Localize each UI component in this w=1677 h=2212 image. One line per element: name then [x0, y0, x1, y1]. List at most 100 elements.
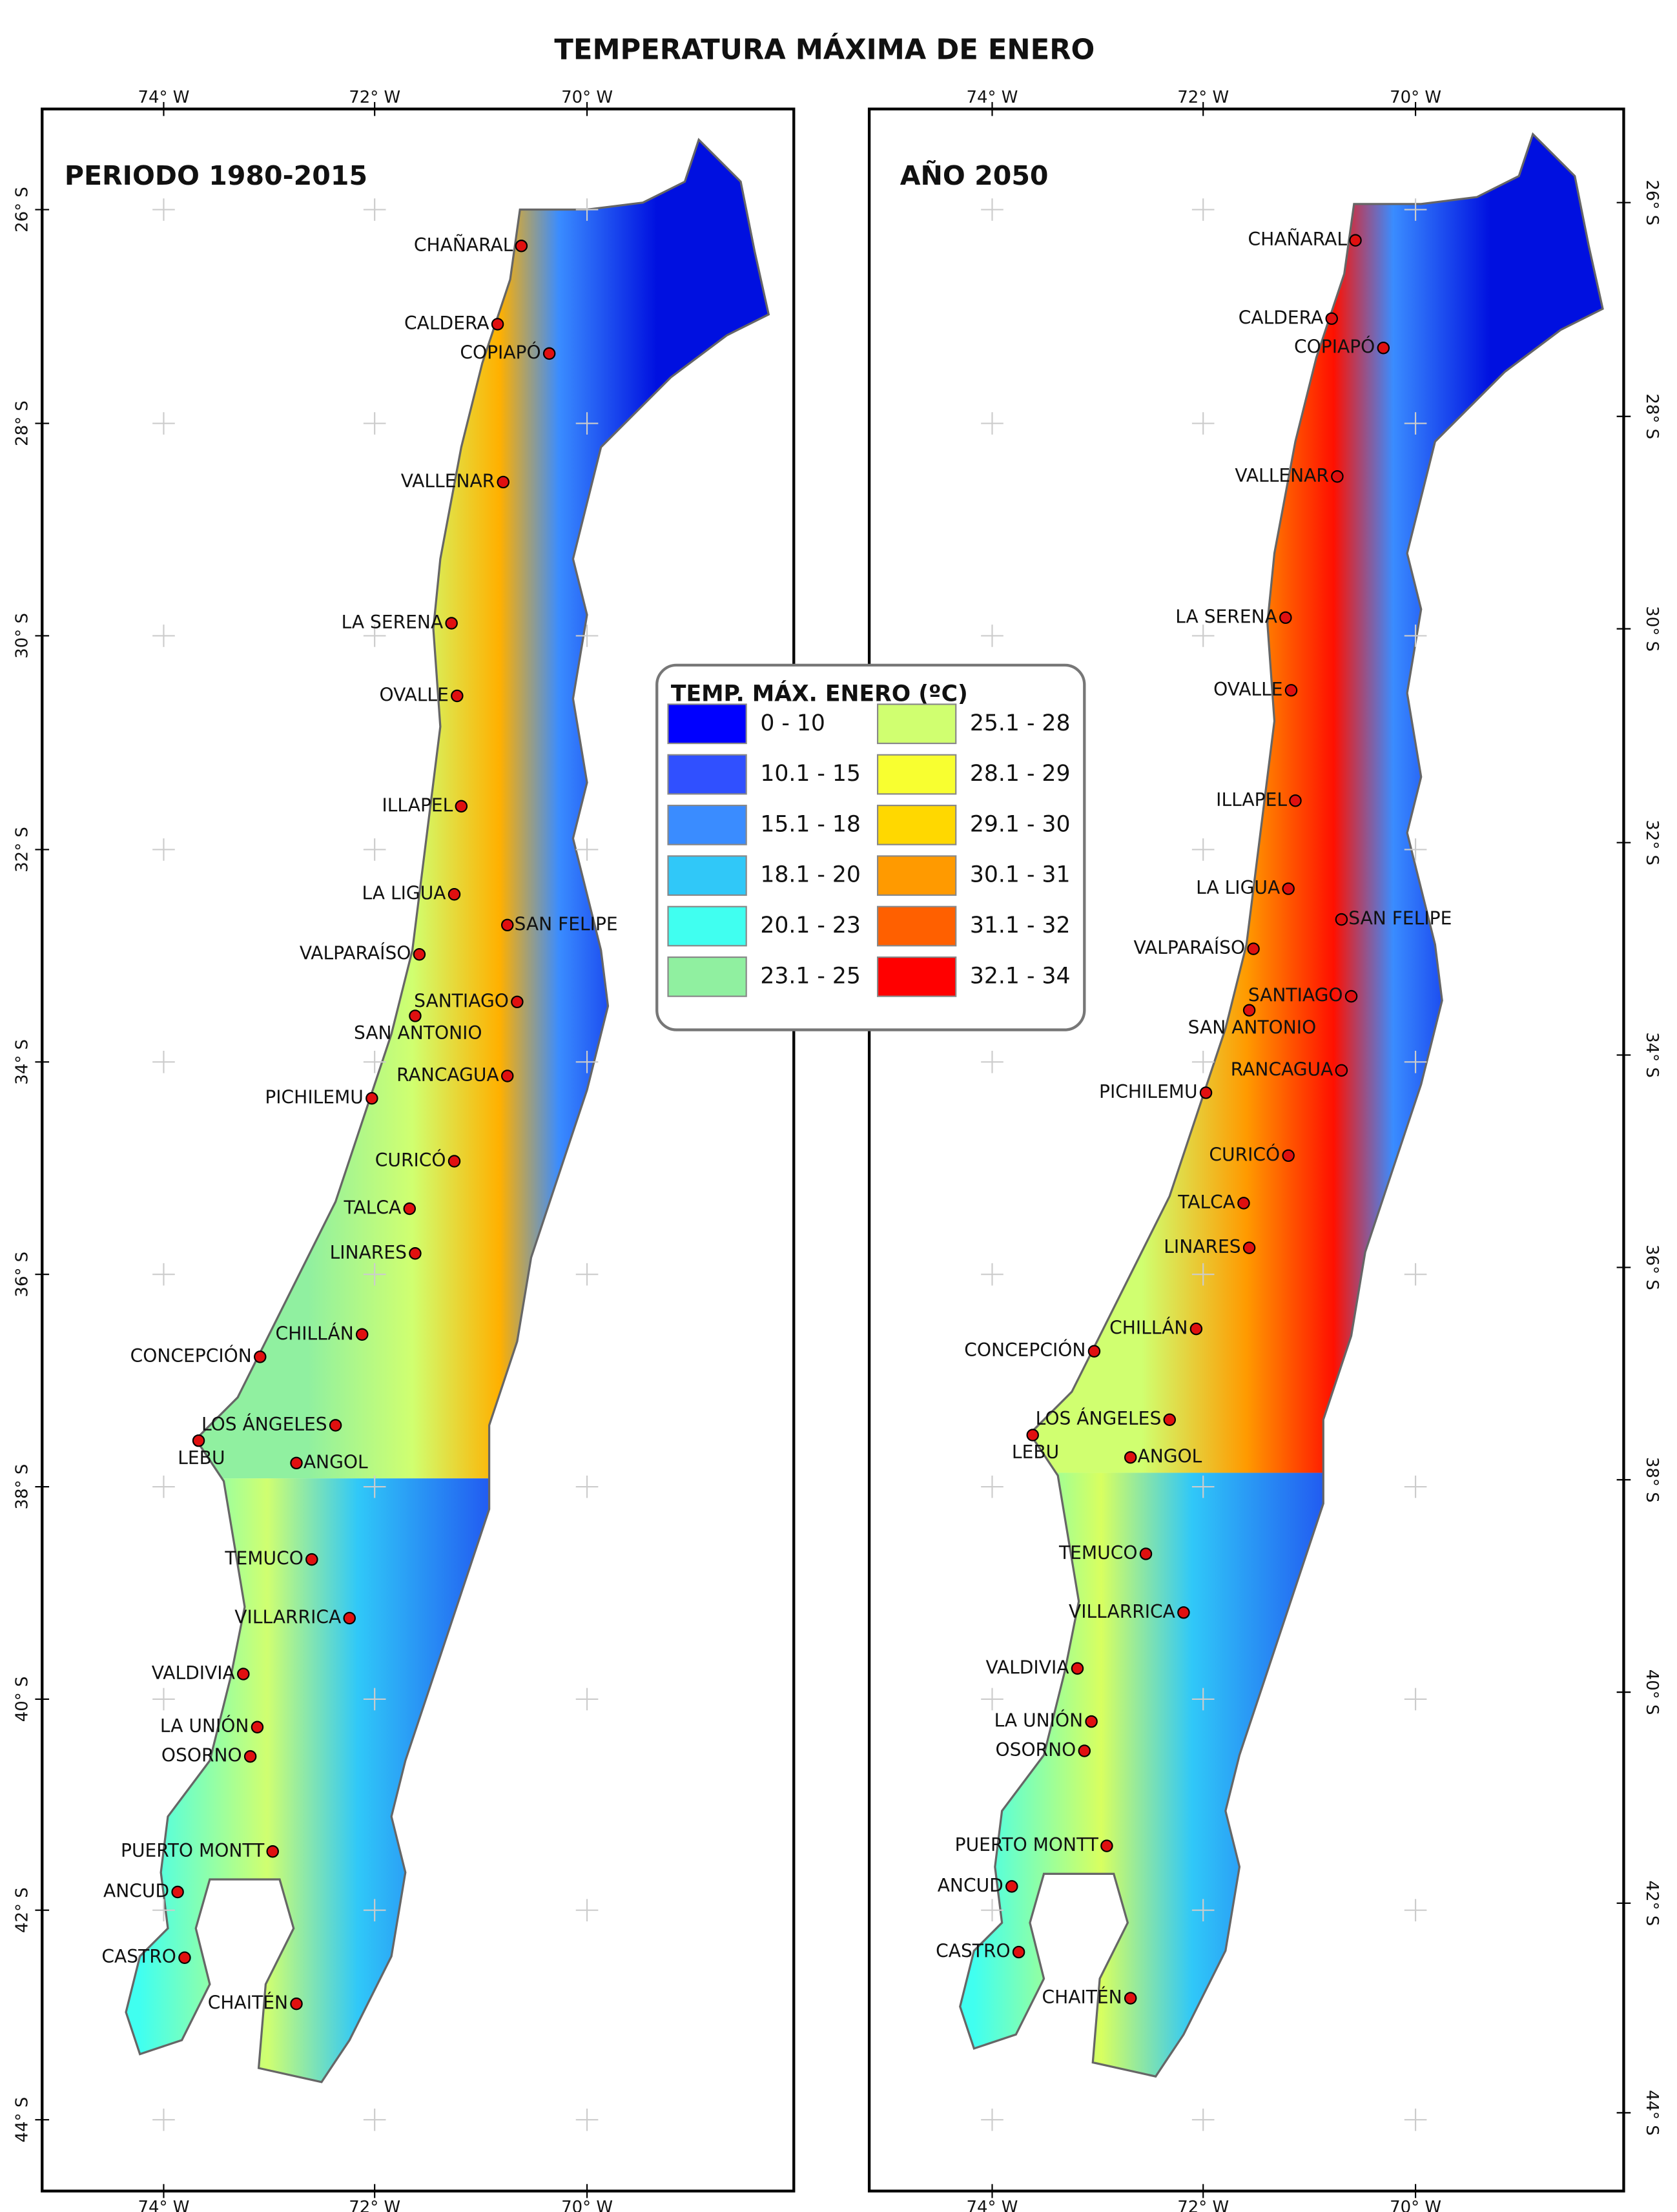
city-label: SANTIAGO: [414, 990, 509, 1011]
city-label: COPIAPÓ: [1294, 336, 1375, 358]
city-label: VILLARRICA: [234, 1606, 341, 1628]
city-label: CHAITÉN: [1042, 1986, 1122, 2008]
city-marker: [542, 347, 556, 360]
city-marker: [343, 1611, 356, 1625]
city-label: OSORNO: [161, 1745, 242, 1766]
city-label: ANCUD: [103, 1881, 169, 1902]
city-label: OVALLE: [1213, 679, 1282, 700]
graticule-cross: [1404, 198, 1427, 221]
graticule-cross: [1191, 838, 1215, 861]
city-label: LA SERENA: [1175, 606, 1277, 627]
city-marker: [448, 887, 461, 901]
city-marker: [1100, 1839, 1113, 1852]
city-label: LA LIGUA: [1196, 877, 1280, 898]
legend-label: 31.1 - 32: [970, 913, 1071, 938]
latitude-label: 42° S: [1642, 1880, 1662, 1926]
city-label: TEMUCO: [1058, 1542, 1138, 1564]
city-marker: [1282, 882, 1295, 895]
city-marker: [1335, 1064, 1348, 1077]
city-marker: [1325, 312, 1338, 326]
legend-label: 25.1 - 28: [970, 710, 1071, 736]
graticule-cross: [1404, 1263, 1427, 1286]
graticule-cross: [981, 2108, 1003, 2131]
graticule-cross: [152, 198, 175, 221]
city-marker: [1071, 1662, 1084, 1675]
city-label: ILLAPEL: [382, 794, 453, 816]
graticule-cross: [1404, 625, 1427, 647]
latitude-label: 36° S: [12, 1252, 32, 1297]
city-label: CURICÓ: [1209, 1143, 1280, 1165]
legend-label: 0 - 10: [760, 710, 825, 736]
city-label: VALLENAR: [401, 470, 495, 491]
graticule-cross: [152, 1263, 175, 1286]
graticule-cross: [152, 2108, 175, 2131]
city-label: CONCEPCIÓN: [130, 1345, 252, 1367]
graticule-cross: [981, 198, 1003, 221]
graticule-cross: [575, 625, 599, 647]
city-label: CASTRO: [101, 1946, 176, 1967]
city-label: LA SERENA: [342, 612, 444, 633]
city-label: RANCAGUA: [1231, 1059, 1333, 1080]
city-label: PICHILEMU: [265, 1087, 364, 1108]
graticule-cross: [1191, 2108, 1215, 2131]
city-label: CHILLÁN: [275, 1322, 353, 1344]
city-label: LOS ÁNGELES: [201, 1413, 327, 1435]
city-label: CASTRO: [936, 1941, 1011, 1962]
city-label: CHAITÉN: [208, 1992, 288, 2014]
latitude-label: 44° S: [12, 2097, 32, 2143]
graticule-cross: [1191, 1263, 1215, 1286]
panel-title: PERIODO 1980-2015: [65, 160, 367, 191]
graticule-cross: [575, 2108, 599, 2131]
city-marker: [237, 1668, 250, 1680]
city-label: LINARES: [1164, 1236, 1240, 1257]
city-marker: [409, 1247, 422, 1260]
city-label: PICHILEMU: [1099, 1081, 1198, 1102]
city-label: CONCEPCIÓN: [964, 1339, 1085, 1361]
latitude-label: 40° S: [1642, 1669, 1662, 1715]
city-label: SAN FELIPE: [515, 913, 618, 935]
city-marker: [1026, 1429, 1039, 1442]
legend-swatch: [876, 855, 957, 896]
city-label: LINARES: [330, 1242, 407, 1263]
city-label: VALLENAR: [1235, 465, 1329, 486]
legend-swatch: [667, 805, 747, 845]
city-label: SAN ANTONIO: [1188, 1017, 1317, 1038]
graticule-cross: [575, 412, 599, 435]
city-label: SAN FELIPE: [1348, 908, 1452, 929]
city-label: PUERTO MONTT: [121, 1840, 265, 1861]
city-marker: [1078, 1744, 1091, 1757]
longitude-label: 74° W: [967, 2198, 1018, 2212]
city-marker: [290, 1997, 303, 2010]
city-marker: [1242, 1004, 1256, 1017]
city-label: OVALLE: [379, 684, 448, 705]
graticule-cross: [575, 838, 599, 861]
graticule-cross: [1404, 2108, 1427, 2131]
city-label: COPIAPÓ: [460, 341, 540, 363]
legend-swatch: [876, 805, 957, 845]
city-marker: [1247, 942, 1260, 955]
city-label: ANCUD: [938, 1875, 1003, 1896]
latitude-label: 38° S: [1642, 1457, 1662, 1503]
city-label: SAN ANTONIO: [354, 1022, 482, 1044]
city-marker: [445, 617, 458, 630]
city-label: CALDERA: [404, 313, 489, 334]
city-marker: [365, 1091, 378, 1105]
city-marker: [251, 1721, 264, 1733]
city-marker: [1349, 234, 1362, 247]
graticule-cross: [363, 1899, 386, 1921]
city-label: LEBU: [1012, 1442, 1059, 1463]
legend-swatch: [667, 855, 747, 896]
city-label: VALDIVIA: [152, 1662, 235, 1684]
panel: PERIODO 1980-2015 74° W74° W72° W72° W70…: [12, 88, 796, 2212]
city-label: SANTIAGO: [1248, 985, 1343, 1006]
longitude-label: 72° W: [349, 2198, 400, 2212]
city-marker: [515, 240, 528, 253]
legend-swatch: [876, 703, 957, 745]
graticule-cross: [1191, 1899, 1215, 1921]
legend-swatch: [667, 703, 747, 745]
city-marker: [266, 1845, 279, 1858]
graticule-cross: [1191, 198, 1215, 221]
city-marker: [1189, 1322, 1203, 1336]
longitude-label: 70° W: [561, 2198, 613, 2212]
